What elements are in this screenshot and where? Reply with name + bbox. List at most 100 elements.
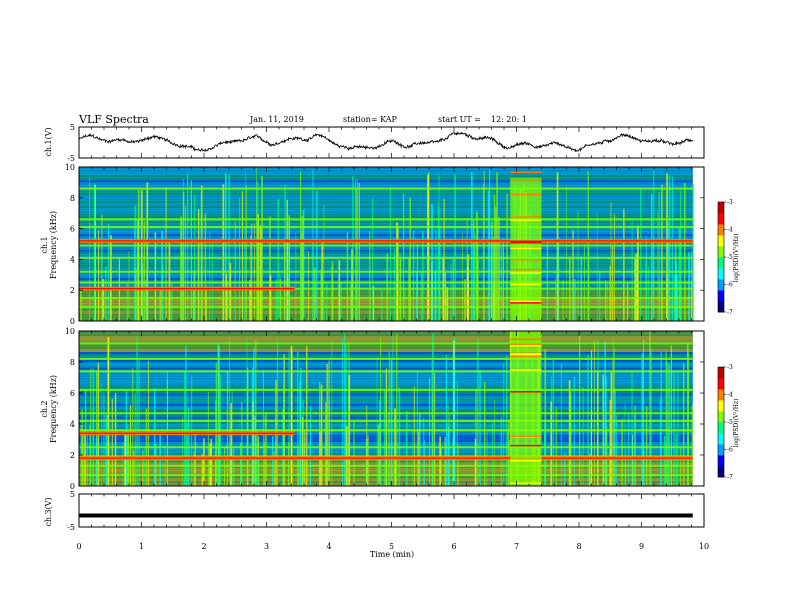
spec1-sferic [613,213,615,321]
spec2-sferic [475,389,477,486]
spec1-sferic [104,266,107,321]
spec1-sferic [249,280,251,321]
spec1-sferic [126,282,129,321]
spec1-noise-row [79,179,693,183]
spec1-sferic [222,184,225,321]
spec2-sferic [367,434,369,486]
spec1-noise-row [79,310,693,314]
spec1-sferic [180,215,182,321]
spec1-sferic [229,262,232,321]
spec2-sferic [581,450,582,486]
spec1-band [79,218,693,221]
spec1-sferic [245,185,247,321]
spec1-sferic [187,173,189,321]
spec2-sferic [660,397,661,486]
cb1-swatch [718,298,724,302]
cb1-swatch [718,279,724,283]
spec2-sferic [385,368,388,486]
ch3-ylabel: ch.3(V) [44,497,53,526]
spec1-noise-row [79,210,693,214]
spec2-sferic [578,335,581,486]
spec1-burst-line [510,259,542,261]
spec1-sferic [372,198,374,321]
spec2-band [79,429,693,432]
spec1-sferic [482,239,485,321]
spec2-burst-line [510,435,542,438]
spec1-sferic [647,266,649,321]
spec1-sferic [666,173,668,321]
spec2-sferic [680,447,682,486]
spec2-sferic [246,336,248,486]
spec1-noise-row [79,274,693,278]
spec1-noise-row [79,184,693,188]
spec1-sferic [283,241,285,321]
spec1-band [79,244,693,247]
spec2-sferic [552,359,554,486]
spec1-sferic [640,188,642,321]
spec1-sferic [80,286,82,321]
spec2-band [79,357,693,360]
spec2-band [79,370,693,373]
cb2-tick-label: -6 [727,447,733,454]
spec1-noise-row [79,259,693,263]
spec1-sferic [256,181,259,321]
spec1-noise-row [79,261,693,265]
x-tick-label: 6 [451,542,456,551]
spec2-sferic [233,448,235,486]
spec1-sferic [228,174,231,321]
spec1-sferic [487,190,490,321]
spec1-burst-line [510,240,542,243]
spec1-sferic [652,236,654,321]
spec1-sferic [358,182,360,321]
spec1-sferic [386,253,389,321]
spec1-sferic [556,172,559,321]
cb2-swatch [718,430,724,434]
spec1-sferic [502,238,504,321]
spec1-noise-row [79,169,693,173]
spec1-sferic [404,289,406,321]
cb2-swatch [718,471,724,475]
cb1-swatch [718,251,724,255]
spec2-sferic [207,392,209,486]
spec1-sferic [574,278,576,321]
spec1-noise-row [79,192,693,196]
spec2-sferic [264,441,265,486]
spec2-noise-row [79,331,693,334]
spec1-sferic [421,231,424,321]
spec2-sferic [418,412,421,486]
spec2-sferic [229,337,231,486]
spec2-sferic [125,389,128,486]
spec1-band [79,256,693,259]
spec2-burst-line [510,391,542,393]
cb1-swatch [718,295,724,299]
ch1-waveform-panel: 5 -5 [67,123,705,163]
spec2-sferic [203,438,205,486]
spec2-sferic [564,452,566,486]
cb1-swatch [718,287,724,291]
spec2-sferic [509,439,510,486]
spec1-noise-row [79,249,693,252]
spec2-sferic [226,371,229,486]
spec1-sferic [428,172,430,321]
spec1-sferic [434,270,437,321]
spec1-sferic [464,278,466,321]
spec2-sferic [276,338,279,486]
spec1-noise-row [79,233,693,237]
spec2-ylabel: Frequency (kHz) [49,375,58,443]
spec1-sferic [462,232,463,321]
spec1-sferic [140,190,143,321]
spec1-sferic [170,283,173,321]
spec2-sferic [85,390,87,486]
spec2-sferic [263,369,264,486]
cb1-swatch [718,202,724,206]
spec2-sferic [136,336,138,486]
spec1-noise-row [79,295,693,299]
spec2-sferic [265,412,267,486]
spec1-sferic [135,267,137,321]
spec1-sferic [257,214,259,321]
cb1-swatch [718,243,724,247]
cb1-swatch [718,290,724,294]
spec1-burst-line [510,219,542,221]
spec2-sferic [670,345,672,486]
spec1-sferic [577,210,579,321]
